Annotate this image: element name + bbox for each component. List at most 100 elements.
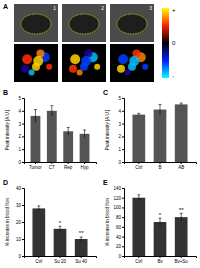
x-tick-mark: [138, 256, 139, 258]
x-tick: Bv+Su: [174, 256, 188, 264]
error-line: [60, 226, 61, 231]
chart: 020406080100120140CtrlBvBv+Su***% increa…: [103, 179, 197, 264]
y-tick: 4: [118, 109, 124, 114]
perfusion-spot: [33, 56, 43, 66]
y-tick: 80: [116, 215, 124, 220]
perfusion-spot: [129, 56, 139, 66]
annotation: *: [159, 212, 162, 218]
y-tick-mark: [22, 124, 24, 125]
error-bar: [80, 237, 83, 241]
plot-area: [132, 195, 187, 256]
y-tick: 2: [118, 134, 124, 139]
error-cap: [37, 205, 40, 206]
bar: [31, 116, 41, 162]
tumor-outline: [21, 14, 51, 34]
y-tick-mark: [122, 124, 124, 125]
y-tick-mark: [122, 111, 124, 112]
bar: [132, 198, 145, 256]
y-tick-label: 30: [16, 203, 22, 208]
y-tick: 10: [16, 237, 24, 242]
x-tick: AB: [178, 162, 184, 170]
plot-area: [32, 206, 87, 256]
y-tick: 1: [118, 147, 124, 152]
error-cap: [83, 130, 86, 131]
x-tick: Su 20: [54, 256, 66, 264]
y-tick: 30: [16, 203, 24, 208]
y-tick: 0: [18, 160, 24, 165]
error-cap: [137, 194, 140, 195]
perfusion-map: [62, 44, 106, 82]
y-axis: 0 1 2 3 4 5: [118, 96, 124, 165]
y-tick-mark: [122, 136, 124, 137]
y-tick: 3: [118, 122, 124, 127]
panel-label: E: [103, 179, 108, 186]
error-line: [181, 103, 182, 106]
y-tick-label: 5: [118, 96, 121, 101]
bar: [47, 111, 57, 162]
y-tick-label: 1: [118, 147, 121, 152]
x-axis-line: [125, 257, 197, 259]
error-line: [38, 206, 39, 211]
y-tick-label: 120: [113, 196, 121, 201]
y-tick-mark: [22, 162, 24, 163]
perfusion-spot: [29, 70, 35, 76]
x-axis-line: [25, 163, 97, 165]
perfusion-spot: [46, 64, 52, 70]
y-tick-label: 1: [18, 147, 21, 152]
bar: [154, 222, 167, 256]
perfusion-spot: [117, 65, 125, 73]
x-tick-mark: [160, 256, 161, 258]
y-tick: 40: [16, 186, 24, 191]
x-tick-mark: [160, 162, 161, 164]
colorbar-label: +: [172, 7, 176, 13]
x-axis: CtrlBAB: [125, 162, 197, 170]
x-tick: Ctrl: [35, 256, 42, 264]
bar: [63, 131, 73, 162]
error-line: [68, 127, 69, 135]
y-tick-mark: [22, 149, 24, 150]
y-tick-mark: [122, 98, 124, 99]
y-tick-mark: [122, 162, 124, 163]
error-bar: [159, 218, 162, 226]
error-line: [81, 237, 82, 241]
y-tick-mark: [122, 237, 124, 238]
y-tick-label: 0: [118, 254, 121, 259]
panel-label: C: [103, 89, 108, 96]
figure: A123+0-012345TumorCTRepHypPeak intensity…: [0, 0, 200, 268]
error-bar: [67, 127, 70, 135]
y-tick-mark: [22, 136, 24, 137]
y-tick-label: 40: [16, 186, 22, 191]
error-cap: [180, 213, 183, 214]
y-axis-title: % increase in blood flow: [105, 197, 110, 246]
annotation: **: [79, 230, 84, 236]
y-tick-mark: [122, 227, 124, 228]
x-axis-line: [125, 163, 197, 165]
perfusion-map: [110, 44, 154, 82]
y-tick: 4: [18, 109, 24, 114]
bar: [175, 104, 188, 162]
y-tick-label: 20: [116, 244, 122, 249]
y-tick-label: 0: [118, 160, 121, 165]
bar: [32, 208, 45, 256]
error-line: [51, 106, 52, 116]
y-tick: 0: [18, 254, 24, 259]
y-tick: 40: [116, 235, 124, 240]
y-tick-label: 2: [118, 134, 121, 139]
y-axis-line: [22, 99, 25, 163]
y-tick-label: 2: [18, 134, 21, 139]
y-tick-mark: [122, 207, 124, 208]
y-tick: 5: [118, 96, 124, 101]
error-cap: [137, 113, 140, 114]
error-line: [181, 213, 182, 221]
annotation: **: [179, 207, 184, 213]
y-tick: 20: [116, 244, 124, 249]
bar: [80, 134, 90, 162]
x-axis: CtrlBvBv+Su: [125, 256, 197, 264]
x-tick-label: CT: [49, 165, 55, 170]
x-tick-label: Hyp: [81, 165, 89, 170]
x-tick: Tumor: [29, 162, 42, 170]
colorbar: [162, 8, 169, 78]
x-tick-label: Ctrl: [135, 259, 142, 264]
error-line: [35, 110, 36, 123]
y-tick-mark: [122, 246, 124, 247]
